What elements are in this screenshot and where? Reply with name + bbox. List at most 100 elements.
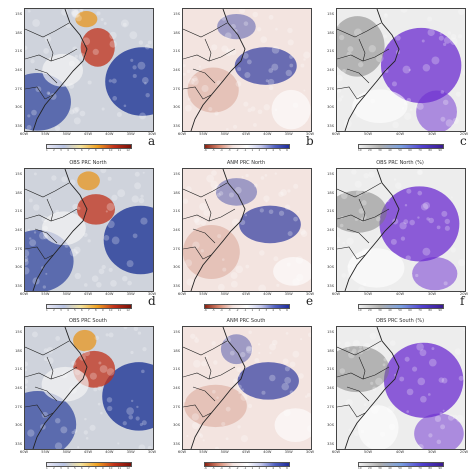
field-speckle	[33, 172, 37, 176]
lon-tick-label: 55W	[199, 132, 208, 136]
state-border	[25, 246, 54, 260]
field-speckle	[203, 209, 210, 217]
colorbar-tick-label: 1	[46, 148, 48, 152]
colorbar-anm	[204, 304, 290, 309]
field-speckle	[431, 56, 440, 65]
field-blob	[274, 408, 311, 443]
field-speckle	[201, 84, 209, 93]
field-speckle	[420, 203, 429, 211]
field-speckle	[141, 369, 145, 374]
field-speckle	[142, 346, 147, 352]
field-speckle	[26, 125, 32, 130]
field-speckle	[347, 46, 354, 53]
field-speckle	[440, 90, 445, 94]
field-speckle	[372, 386, 377, 391]
field-speckle	[191, 77, 199, 86]
lat-tick-label: 24S	[15, 68, 22, 72]
field-speckle	[100, 17, 104, 22]
field-speckle	[130, 350, 134, 355]
lat-tick-label: 21S	[15, 49, 22, 54]
field-speckle	[140, 194, 144, 198]
colorbar-tick-label: 5	[73, 148, 76, 152]
state-border	[192, 68, 216, 84]
field-speckle	[428, 217, 434, 224]
lon-tick-label: 30W	[305, 132, 315, 136]
lon-tick-label: 40W	[395, 132, 405, 136]
field-speckle	[260, 176, 265, 180]
field-blob	[80, 28, 115, 67]
field-speckle	[284, 204, 291, 210]
colorbar-tick-label: -2	[235, 148, 239, 152]
lon-tick-label: 45W	[241, 450, 251, 454]
field-speckle	[43, 48, 50, 54]
field-speckle	[184, 259, 193, 267]
field-blob	[187, 67, 239, 113]
field-speckle	[111, 194, 118, 201]
state-border	[337, 22, 382, 38]
field-speckle	[268, 209, 274, 215]
field-speckle	[273, 256, 279, 262]
field-speckle	[392, 218, 399, 225]
field-speckle	[458, 259, 465, 267]
field-speckle	[183, 198, 189, 204]
field-speckle	[132, 65, 137, 70]
lat-tick-label: 18S	[327, 30, 334, 35]
field-speckle	[346, 273, 353, 279]
state-border	[34, 386, 58, 402]
colorbar-tick-label: 7	[87, 148, 90, 152]
colorbar-tick-label: 3	[59, 308, 62, 312]
field-blob	[379, 186, 460, 262]
field-speckle	[427, 393, 431, 396]
coastline	[344, 327, 400, 449]
field-speckle	[373, 404, 381, 411]
field-speckle	[237, 384, 242, 390]
field-speckle	[354, 217, 359, 222]
field-speckle	[375, 377, 383, 386]
field-speckle	[147, 40, 152, 45]
field-speckle	[417, 377, 426, 386]
field-speckle	[395, 35, 401, 41]
state-border	[337, 246, 366, 260]
field-speckle	[419, 349, 427, 357]
lon-tick-label: 55W	[41, 292, 50, 296]
field-speckle	[443, 42, 447, 47]
field-speckle	[284, 366, 290, 372]
colorbar-labels: -6 -5 -4 -3 -2 -1 1 2 3 4 5 6	[204, 308, 288, 312]
field-speckle	[387, 405, 395, 413]
lon-tick-label: 45W	[241, 132, 251, 136]
field-speckle	[275, 27, 278, 31]
field-speckle	[269, 374, 276, 382]
field-speckle	[139, 112, 146, 120]
field-speckle	[351, 169, 357, 175]
lat-tick-label: 15S	[15, 172, 22, 176]
field-speckle	[96, 281, 102, 288]
field-speckle	[43, 348, 48, 353]
lon-tick-label: 40W	[105, 450, 114, 454]
colorbar-tick-label: 10	[358, 308, 362, 312]
state-border	[183, 182, 228, 198]
field-speckle	[74, 106, 80, 112]
field-speckle	[452, 117, 459, 125]
field-blob	[25, 391, 77, 449]
lat-tick-label: 18S	[173, 30, 180, 35]
lat-tick-label: 33S	[173, 284, 180, 288]
field-speckle	[442, 99, 449, 106]
panel-letter: d	[148, 294, 156, 308]
colorbar-tick-label: -1	[243, 148, 247, 152]
state-border	[192, 228, 216, 244]
lon-tick-label: 50W	[62, 292, 71, 296]
colorbar-tick-label: 4	[66, 308, 69, 312]
lat-tick-label: 18S	[173, 190, 180, 195]
colorbar-tick-label: 6	[80, 466, 83, 470]
colorbar-anm	[204, 144, 290, 149]
field-speckle	[225, 49, 232, 57]
field-speckle	[224, 32, 232, 39]
field-speckle	[186, 434, 189, 438]
lon-tick-label: 35W	[284, 292, 293, 296]
field-speckle	[443, 36, 451, 44]
field-speckle	[382, 363, 386, 367]
field-speckle	[134, 182, 141, 190]
lat-tick-label: 15S	[15, 330, 22, 334]
field-speckle	[221, 45, 229, 53]
field-speckle	[256, 27, 262, 32]
